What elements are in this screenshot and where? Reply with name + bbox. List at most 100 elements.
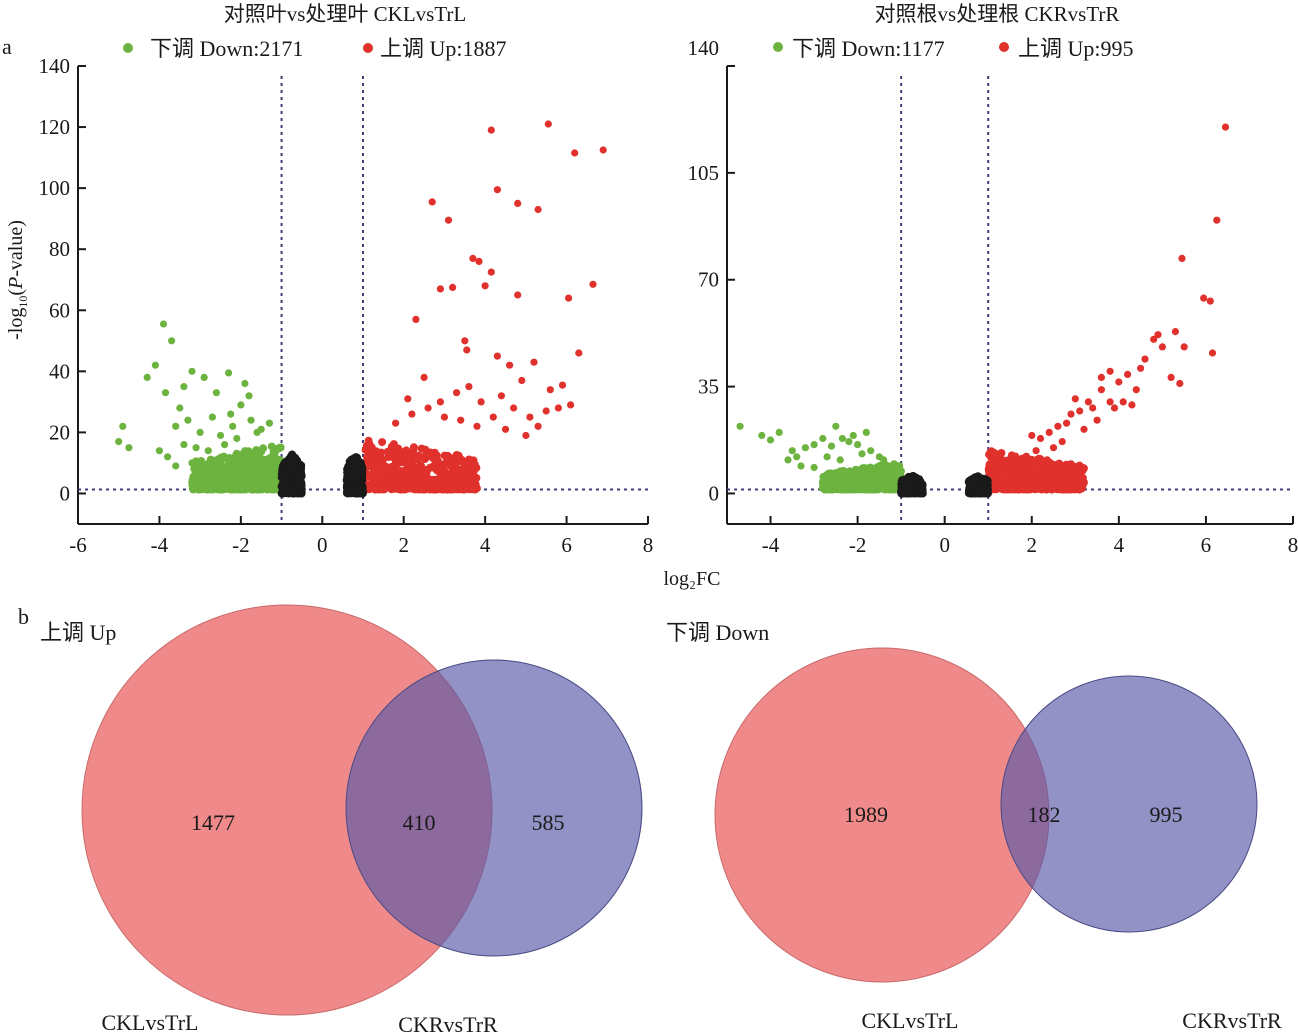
point-up: [518, 376, 526, 385]
point-up: [444, 216, 453, 224]
point-up: [402, 446, 411, 455]
point-down: [251, 449, 260, 458]
point-up: [1097, 373, 1105, 381]
point-up: [429, 454, 437, 463]
point-up: [487, 126, 495, 134]
point-down: [885, 480, 893, 489]
point-up: [1080, 425, 1088, 433]
point-down: [229, 422, 237, 430]
point-up: [1032, 447, 1040, 455]
point-up: [458, 485, 467, 494]
point-up: [413, 479, 422, 487]
point-up: [440, 413, 448, 421]
point-ns: [297, 472, 306, 481]
point-down: [801, 444, 810, 452]
point-up: [985, 460, 994, 469]
panel-label-b: b: [18, 604, 29, 629]
point-up: [417, 444, 426, 453]
venn-set-label-right: CKRvsTrR: [1182, 1008, 1282, 1033]
point-down: [758, 431, 766, 440]
point-ns: [288, 465, 297, 474]
point-ns: [295, 480, 303, 489]
point-down: [155, 447, 163, 455]
venn-value-overlap: 410: [403, 810, 436, 835]
point-down: [252, 466, 261, 475]
x-tick-label: -2: [232, 533, 250, 557]
point-up: [1027, 469, 1036, 477]
point-up: [1070, 485, 1079, 494]
point-up: [428, 198, 436, 206]
venn-diagram-down: 下调 Down 1989 182 995 CKLvsTrL CKRvsTrR: [666, 620, 1282, 1033]
point-down: [176, 404, 184, 412]
point-up: [1137, 364, 1145, 372]
point-up: [558, 381, 567, 389]
point-down: [241, 447, 249, 455]
point-up: [1032, 478, 1041, 487]
point-up: [1213, 216, 1221, 224]
point-down: [208, 485, 217, 494]
x-axis-label: log₂FC: [664, 568, 721, 590]
point-up: [1076, 407, 1084, 415]
point-up: [1054, 422, 1062, 430]
point-ns: [279, 488, 288, 497]
venn-value-overlap: 182: [1028, 802, 1061, 827]
point-down: [200, 462, 208, 470]
point-up: [1071, 395, 1079, 403]
point-ns: [979, 486, 988, 495]
point-up: [449, 283, 457, 291]
point-down: [864, 467, 873, 476]
y-tick-label: 35: [698, 375, 719, 399]
point-down: [854, 441, 862, 449]
point-down: [216, 431, 225, 440]
legend-label-down: 下调 Down:1177: [792, 36, 945, 61]
point-up: [1106, 398, 1114, 406]
venn-value-right-only: 995: [1150, 802, 1183, 827]
point-down: [180, 383, 188, 391]
point-up: [1150, 335, 1158, 343]
point-ns: [342, 476, 351, 485]
point-down: [172, 462, 180, 470]
volcano-plot-leaf: 对照叶vs处理叶 CKLvsTrL 下调 Down:2171 上调 Up:188…: [39, 2, 654, 557]
point-down: [229, 485, 238, 494]
point-down: [819, 434, 827, 443]
point-down: [245, 458, 254, 467]
point-up: [1132, 386, 1140, 394]
point-down: [797, 462, 805, 470]
point-up: [1037, 485, 1046, 494]
y-tick-label: 70: [698, 268, 719, 292]
point-down: [810, 463, 818, 472]
venn-title: 下调 Down: [666, 620, 769, 645]
point-down: [233, 434, 241, 443]
point-down: [810, 441, 818, 449]
point-up: [1110, 404, 1119, 412]
point-down: [192, 444, 200, 452]
point-up: [408, 410, 416, 418]
point-down: [221, 463, 230, 472]
point-up: [599, 146, 607, 154]
point-up: [1019, 477, 1028, 486]
point-down: [239, 483, 248, 492]
point-up: [457, 472, 466, 481]
point-up: [470, 464, 479, 473]
point-down: [196, 428, 204, 436]
y-tick-label: 140: [688, 36, 720, 60]
y-tick-label: 120: [39, 115, 71, 139]
point-down: [837, 484, 845, 493]
point-ns: [347, 485, 356, 493]
point-up: [534, 422, 542, 430]
point-up: [477, 398, 485, 406]
venn-title: 上调 Up: [40, 620, 116, 645]
x-tick-label: 2: [398, 533, 409, 557]
point-down: [227, 410, 235, 418]
point-down: [265, 419, 273, 427]
y-tick-label: 40: [49, 359, 70, 383]
point-up: [1028, 462, 1037, 471]
point-down: [766, 436, 775, 444]
point-up: [1015, 482, 1024, 491]
point-up: [444, 457, 453, 466]
x-tick-label: 8: [1288, 533, 1298, 557]
point-up: [473, 422, 481, 430]
point-up: [389, 476, 398, 485]
point-down: [736, 422, 744, 430]
point-down: [190, 464, 199, 473]
